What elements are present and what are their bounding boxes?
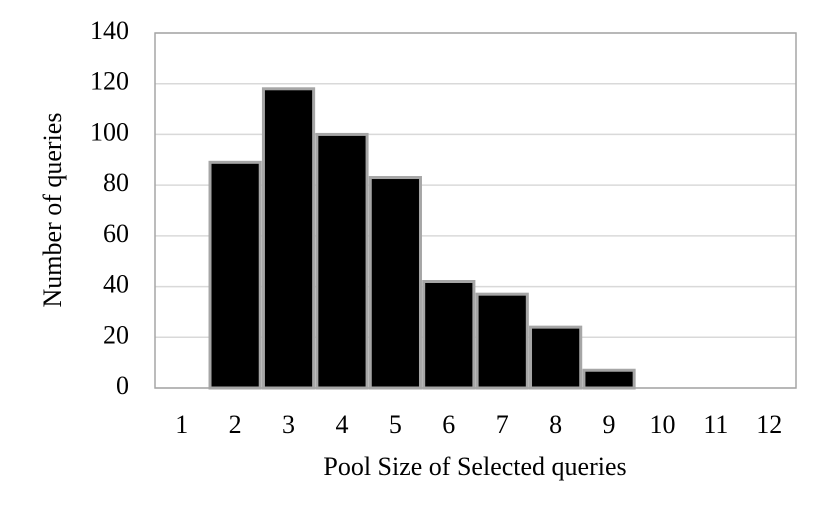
y-tick-label: 20 (103, 320, 129, 349)
x-axis-title: Pool Size of Selected queries (323, 452, 626, 481)
x-tick-label: 12 (756, 410, 782, 439)
y-tick-label: 140 (90, 16, 129, 45)
x-tick-label: 2 (229, 410, 242, 439)
plot-frame (154, 32, 797, 389)
y-tick-label: 100 (90, 117, 129, 146)
y-axis-title: Number of queries (38, 113, 67, 308)
y-tick-label: 120 (90, 67, 129, 96)
bar (368, 176, 422, 390)
x-tick-label: 7 (496, 410, 509, 439)
x-tick-label: 8 (549, 410, 562, 439)
bar (261, 87, 316, 390)
x-tick-label: 6 (442, 410, 455, 439)
bar (315, 132, 369, 390)
x-tick-label: 5 (389, 410, 402, 439)
x-tick-label: 4 (335, 410, 348, 439)
x-tick-label: 1 (175, 410, 188, 439)
x-tick-label: 3 (282, 410, 295, 439)
x-tick-label: 10 (649, 410, 675, 439)
bar (475, 292, 529, 390)
x-tick-label: 11 (703, 410, 728, 439)
y-tick-label: 0 (116, 371, 129, 400)
y-tick-label: 60 (103, 219, 129, 248)
y-tick-label: 40 (103, 270, 129, 299)
x-tick-label: 9 (603, 410, 616, 439)
bar (208, 160, 262, 390)
bar (529, 325, 583, 390)
y-tick-label: 80 (103, 168, 129, 197)
bar (582, 368, 636, 390)
bar (422, 280, 476, 390)
